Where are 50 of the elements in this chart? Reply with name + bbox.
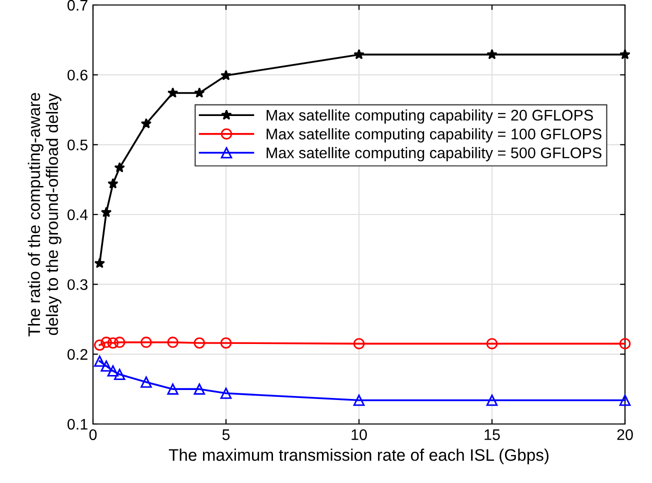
point [107, 365, 119, 377]
x-tick-label: 10 [352, 429, 367, 440]
legend-label: Max satellite computing capability = 500 GFLOPS [266, 147, 602, 162]
x-axis-title: The maximum transmission rate of each ISL (Gbps) [168, 448, 548, 464]
point [100, 360, 112, 372]
y-tick-label: 0.1 [68, 418, 88, 430]
legend-label: Max satellite computing capability = 100 GFLOPS [266, 128, 602, 142]
point [194, 337, 206, 349]
point [167, 383, 178, 395]
point [354, 48, 364, 60]
point [114, 336, 126, 348]
point [486, 394, 498, 406]
y-tick-label: 0.6 [68, 70, 88, 81]
point [94, 258, 106, 268]
point [220, 388, 232, 399]
y-axis-title: The ratio of the computing-aware delay to the ground-offload delay [28, 92, 62, 336]
point [353, 394, 365, 406]
point [220, 70, 232, 80]
point [114, 162, 125, 172]
point [140, 336, 152, 348]
y-tick-label: 0.7 [68, 0, 88, 11]
point [100, 336, 112, 348]
point [94, 339, 106, 351]
x-tick-label: 20 [617, 429, 633, 440]
y-tick-label: 0.5 [68, 140, 88, 150]
point [140, 376, 152, 388]
legend-label: Max satellite computing capability = 20 GFLOPS [266, 109, 593, 124]
point [107, 337, 119, 349]
point [619, 338, 631, 350]
point [619, 394, 631, 406]
point [167, 336, 178, 348]
x-tick-label: 15 [484, 429, 500, 440]
x-tick-label: 0 [89, 429, 97, 440]
point [220, 337, 232, 349]
point [167, 87, 178, 98]
point [100, 206, 112, 218]
point [353, 338, 365, 350]
point [486, 338, 498, 350]
point [140, 118, 152, 128]
y-tick-label: 0.3 [68, 279, 88, 290]
point [486, 48, 498, 60]
x-tick-label: 5 [222, 429, 230, 440]
point [114, 368, 126, 380]
point [620, 48, 630, 60]
y-tick-label: 0.2 [68, 349, 88, 360]
point [108, 178, 118, 188]
y-tick-label: 0.4 [68, 209, 88, 220]
point [94, 356, 106, 367]
point [194, 87, 205, 98]
point [194, 383, 206, 395]
